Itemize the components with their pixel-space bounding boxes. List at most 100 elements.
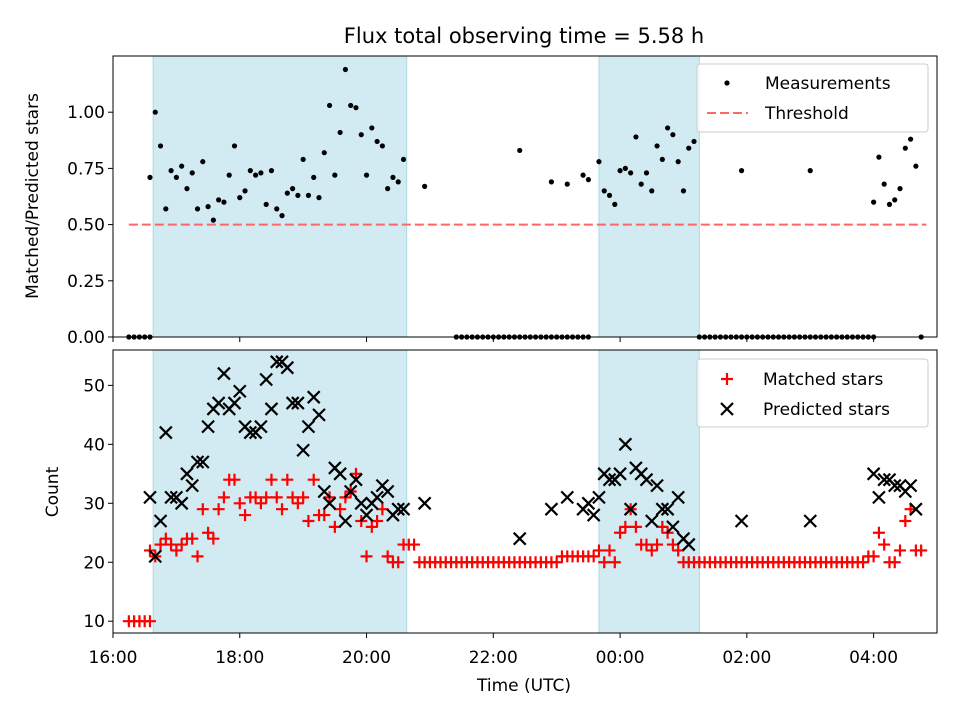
matched-point	[365, 520, 378, 533]
predicted-point	[623, 502, 638, 516]
measurement-point	[226, 172, 232, 178]
predicted-point	[560, 490, 575, 505]
measurement-point	[163, 206, 169, 212]
matched-point	[619, 520, 632, 533]
measurement-point	[247, 168, 253, 174]
predicted-point	[349, 472, 363, 487]
measurement-point	[654, 143, 660, 149]
predicted-point	[232, 384, 247, 399]
predicted-point	[143, 490, 157, 505]
predicted-point	[174, 496, 189, 511]
matched-point	[376, 503, 389, 516]
measurement-point	[738, 168, 745, 174]
predicted-point	[887, 478, 902, 493]
measurement-point	[253, 172, 259, 178]
top-x-ticks	[112, 337, 875, 342]
measurement-point	[374, 138, 380, 145]
predicted-point	[285, 396, 300, 410]
measurement-point	[691, 138, 697, 145]
matched-point	[651, 538, 664, 551]
top-y-ticks: 0.00 0.25 0.50 0.75 1.00	[67, 103, 113, 348]
measurement-point	[284, 190, 290, 196]
measurement-point	[237, 195, 243, 201]
predicted-point	[190, 455, 205, 469]
measurement-point	[628, 170, 634, 176]
matched-point	[656, 520, 669, 533]
measurement-point	[907, 136, 914, 142]
matched-point	[614, 526, 627, 539]
measurement-point	[321, 150, 327, 156]
measurement-point	[279, 213, 285, 219]
measurement-point	[585, 177, 591, 183]
top-axes-frame	[112, 55, 938, 338]
measurement-point	[617, 168, 623, 174]
x-tick-label: 16:00	[89, 648, 138, 668]
bottom-legend-box	[696, 358, 929, 428]
predicted-point	[872, 490, 886, 505]
matched-point	[334, 503, 347, 516]
predicted-point	[655, 502, 670, 516]
measurement-point	[152, 109, 158, 115]
predicted-point	[359, 508, 374, 522]
bottom-y-ticks: 10 20 30 40 50	[83, 376, 113, 632]
predicted-point	[217, 366, 231, 381]
measurement-point	[316, 195, 322, 201]
matched-point	[291, 497, 304, 510]
matched-point	[202, 526, 215, 539]
matched-point	[186, 532, 199, 545]
predicted-point	[803, 514, 818, 528]
measurement-point	[369, 125, 375, 131]
matched-point	[349, 467, 362, 480]
predicted-point	[639, 472, 654, 487]
predicted-point	[544, 502, 559, 516]
matched-point	[196, 503, 209, 516]
measurement-point	[400, 156, 407, 163]
matched-point	[281, 473, 294, 486]
predicted-point	[613, 467, 627, 481]
measurement-point	[157, 143, 164, 149]
matched-point	[878, 538, 891, 551]
top-legend-box	[696, 63, 929, 133]
predicted-point	[602, 472, 617, 487]
measurement-point	[395, 179, 401, 185]
top-y-axis-label: Matched/Predicted stars	[23, 93, 43, 299]
predicted-point	[317, 484, 332, 499]
measurement-point	[358, 132, 364, 138]
predicted-point	[681, 537, 696, 552]
y-tick-label: 0.25	[67, 272, 105, 292]
matched-point	[143, 615, 156, 628]
predicted-point	[512, 531, 527, 546]
matched-point	[381, 550, 394, 563]
predicted-point	[660, 502, 675, 516]
matched-point	[154, 538, 167, 551]
bottom-legend: Matched stars Predicted stars	[696, 358, 929, 428]
predicted-point	[259, 372, 273, 387]
predicted-point	[301, 419, 316, 434]
top-legend-label-0: Measurements	[765, 74, 891, 94]
matched-point	[239, 509, 252, 522]
matched-point	[392, 556, 405, 569]
predicted-point	[280, 360, 295, 375]
count-points	[122, 355, 928, 628]
measurement-point	[268, 168, 275, 174]
measurement-point	[147, 174, 153, 180]
predicted-point	[296, 443, 310, 458]
measurement-point	[548, 179, 555, 185]
matched-point	[857, 556, 870, 569]
measurement-point	[258, 170, 264, 176]
matched-point	[165, 538, 178, 551]
predicted-point	[354, 496, 369, 511]
top-legend-label-1: Threshold	[764, 104, 849, 124]
matched-point	[408, 538, 421, 551]
measurement-point	[897, 186, 903, 192]
y-tick-label: 1.00	[67, 103, 105, 123]
matched-point	[915, 544, 928, 557]
predicted-point	[269, 355, 284, 369]
predicted-point	[877, 472, 891, 487]
bottom-shaded-regions	[152, 349, 700, 634]
measurement-point	[892, 197, 898, 203]
predicted-point	[666, 520, 680, 534]
matched-point	[894, 544, 907, 557]
measurement-point	[517, 147, 523, 154]
measurement-point	[300, 156, 306, 163]
